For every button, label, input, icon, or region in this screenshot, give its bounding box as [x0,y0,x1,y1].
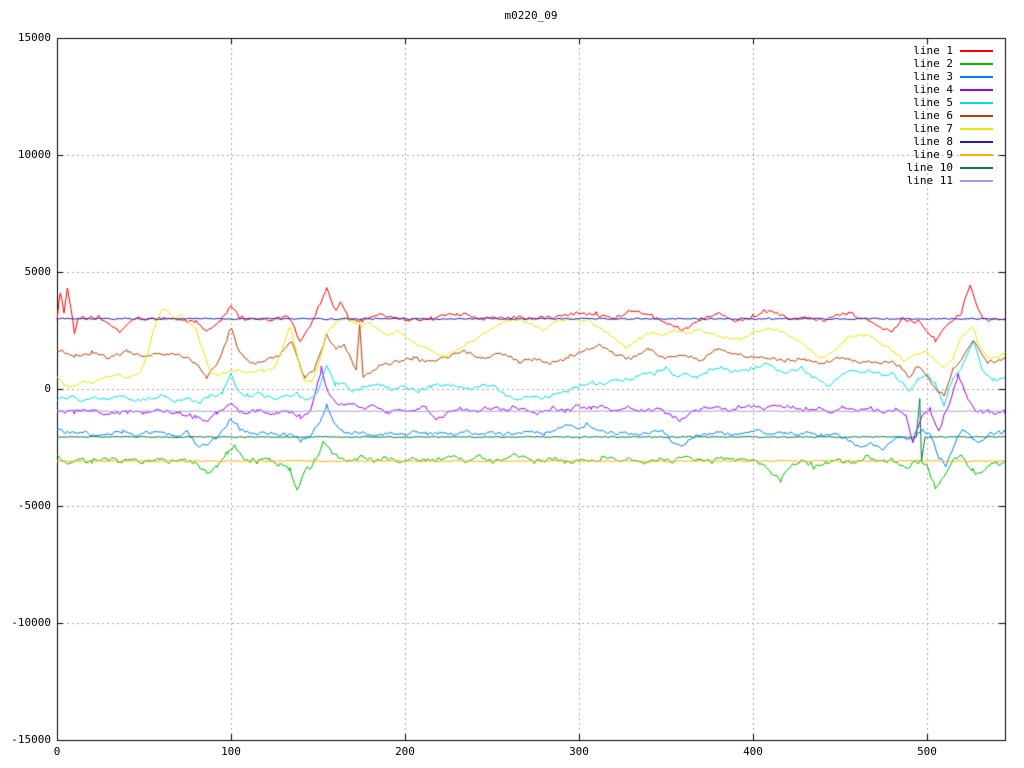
legend-item: line 11 [907,174,993,187]
legend-label: line 6 [913,109,953,122]
legend-swatch [960,101,993,104]
legend-swatch [960,88,993,91]
x-tick-label: 0 [53,745,61,758]
x-tick-label: 300 [569,745,589,758]
legend-item: line 10 [907,161,993,174]
legend-label: line 4 [913,83,953,96]
x-tick-label: 400 [743,745,763,758]
legend-label: line 9 [913,148,953,161]
legend-item: line 3 [907,70,993,83]
y-tick-label: 5000 [24,265,52,278]
legend-swatch [960,179,993,182]
legend-item: line 2 [907,57,993,70]
legend-label: line 11 [906,174,953,187]
legend-swatch [960,166,993,169]
y-tick-label: 0 [44,382,51,395]
legend-item: line 9 [907,148,993,161]
y-tick-label: 10000 [17,148,51,161]
legend-label: line 1 [913,44,953,57]
legend-swatch [960,75,993,78]
legend-swatch [960,114,993,117]
legend-swatch [960,62,993,65]
x-tick-label: 500 [917,745,937,758]
legend-swatch [960,140,993,143]
legend-label: line 10 [906,161,953,174]
x-tick-label: 200 [395,745,415,758]
legend-label: line 3 [913,70,953,83]
legend-swatch [960,127,993,130]
legend-swatch [960,49,993,52]
legend-item: line 7 [907,122,993,135]
legend-item: line 5 [907,96,993,109]
legend-item: line 4 [907,83,993,96]
legend: line 1 line 2 line 3 line 4 line 5 line 6 line… [907,44,993,187]
legend-label: line 8 [913,135,953,148]
y-tick-label: -5000 [17,499,51,512]
legend-item: line 8 [907,135,993,148]
y-tick-label: -10000 [11,616,51,629]
legend-item: line 6 [907,109,993,122]
legend-label: line 2 [913,57,953,70]
x-tick-label: 100 [221,745,241,758]
y-tick-label: -15000 [11,733,51,746]
legend-label: line 7 [913,122,953,135]
y-tick-label: 15000 [17,31,51,44]
legend-label: line 5 [913,96,953,109]
legend-swatch [960,153,993,156]
legend-item: line 1 [907,44,993,57]
chart-title: m0220_09 [504,9,558,22]
